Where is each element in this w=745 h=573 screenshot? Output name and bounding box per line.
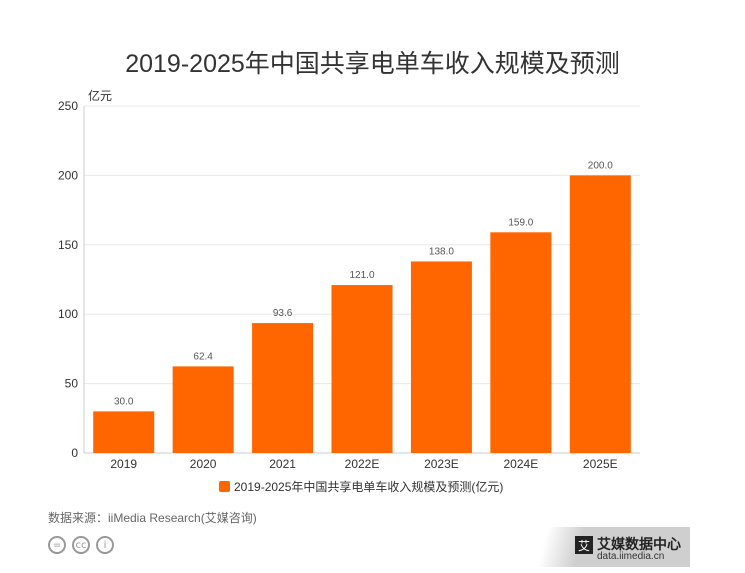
data-label: 30.0: [114, 396, 134, 407]
brand-banner: [535, 527, 690, 567]
data-label: 62.4: [193, 351, 213, 362]
bar: [490, 232, 552, 453]
brand-name: 艾媒数据中心: [597, 536, 681, 552]
bar: [331, 285, 393, 453]
bar: [172, 366, 234, 453]
y-tick-label: 100: [58, 307, 78, 321]
bar: [410, 261, 472, 453]
y-tick-label: 50: [65, 377, 79, 391]
x-tick-label: 2023E: [424, 457, 459, 471]
x-tick-label: 2022E: [345, 457, 380, 471]
legend: 2019-2025年中国共享电单车收入规模及预测(亿元): [219, 478, 503, 495]
data-label: 159.0: [508, 217, 533, 228]
license-icons: = cc i: [48, 536, 114, 554]
data-label: 138.0: [429, 246, 454, 257]
bar: [93, 411, 155, 453]
x-tick-label: 2020: [190, 457, 217, 471]
y-tick-label: 250: [58, 99, 78, 113]
y-tick-label: 150: [58, 238, 78, 252]
chart-title: 2019-2025年中国共享电单车收入规模及预测: [125, 50, 620, 78]
x-tick-label: 2024E: [504, 457, 539, 471]
y-tick-label: 200: [58, 168, 78, 182]
x-tick-label: 2021: [269, 457, 296, 471]
legend-label: 2019-2025年中国共享电单车收入规模及预测(亿元): [234, 480, 504, 494]
brand-url: data.iimedia.cn: [597, 551, 665, 562]
data-source: 数据来源：iiMedia Research(艾媒咨询): [48, 511, 257, 525]
x-tick-label: 2025E: [583, 457, 618, 471]
data-label: 121.0: [349, 270, 374, 281]
brand-logo-icon: 艾: [575, 536, 593, 554]
x-tick-label: 2019: [110, 457, 137, 471]
equals-icon: =: [48, 536, 66, 554]
bar: [569, 175, 631, 453]
legend-swatch: [219, 481, 230, 492]
cc-icon: cc: [72, 536, 90, 554]
y-axis-unit: 亿元: [88, 88, 112, 103]
data-label: 200.0: [588, 160, 613, 171]
y-tick-label: 0: [71, 446, 78, 460]
person-icon: i: [96, 536, 114, 554]
bar: [252, 323, 314, 453]
data-label: 93.6: [273, 308, 293, 319]
